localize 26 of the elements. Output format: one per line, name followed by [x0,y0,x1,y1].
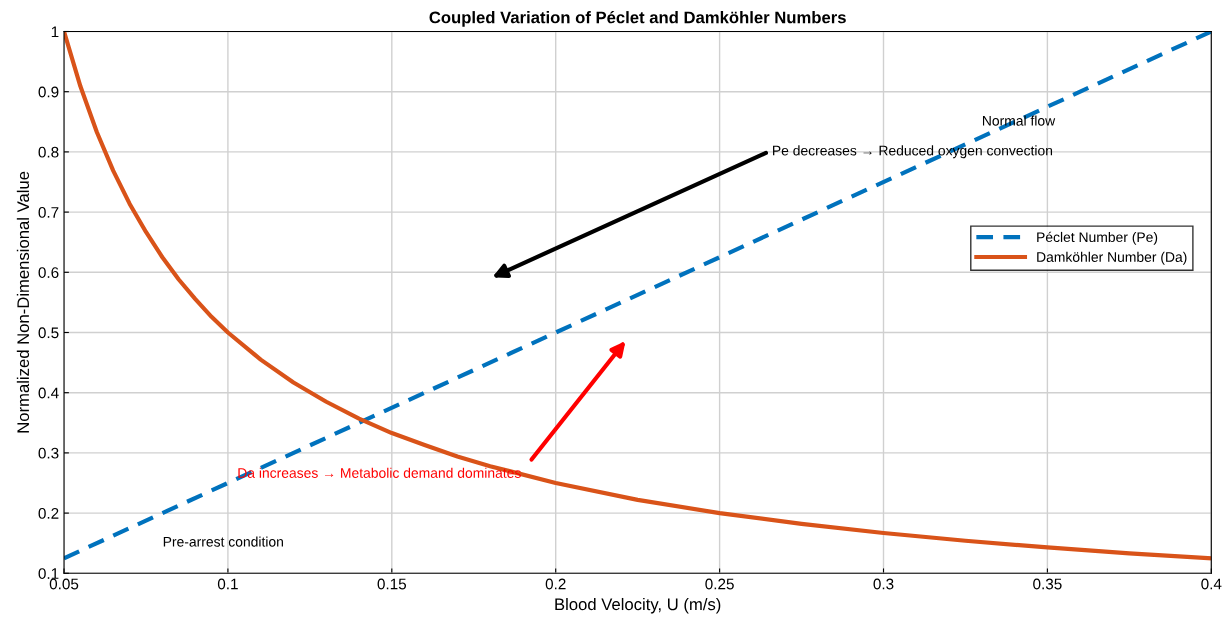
x-tick-label: 0.1 [217,578,238,590]
y-tick-label: 0.8 [38,146,59,158]
y-tick-label: 0.4 [38,387,59,399]
annotation: Pre-arrest condition [163,536,283,547]
y-tick-label: 1 [51,26,59,38]
y-tick-label: 0.9 [38,86,59,98]
legend-label: Péclet Number (Pe) [1037,231,1158,245]
y-tick-label: 0.3 [38,447,59,459]
y-tick-label: 0.6 [38,267,59,278]
y-tick-label: 0.5 [38,327,59,339]
x-tick-label: 0.3 [873,578,894,590]
x-tick-label: 0.05 [49,578,79,590]
x-tick-label: 0.15 [377,578,407,590]
y-tick-label: 0.2 [38,507,59,519]
x-tick-label: 0.2 [545,578,566,590]
y-tick-label: 0.7 [38,206,59,218]
annotation: Normal flow [982,115,1056,126]
y-tick-label: 0.1 [38,568,59,579]
annotation: Pe decreases → Reduced oxygen convection [773,145,1053,159]
y-axis-title: Normalized Non-Dimensional Value [16,171,30,433]
x-tick-label: 0.35 [1033,578,1062,590]
chart-title: Coupled Variation of Péclet and Damköhler Numbers [429,10,846,27]
x-tick-label: 0.25 [705,578,734,590]
x-tick-label: 0.4 [1201,578,1222,590]
legend-label: Damköhler Number (Da) [1037,251,1187,265]
x-axis-title: Blood Velocity, U (m/s) [555,597,721,614]
